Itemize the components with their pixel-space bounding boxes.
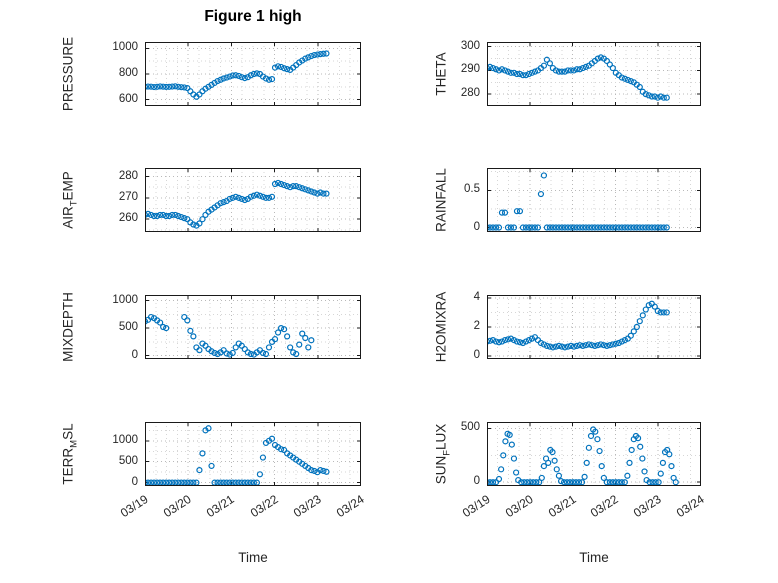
- y-tick-label: 270: [118, 190, 138, 203]
- ylabel-text: H2OMIXRA: [433, 291, 449, 363]
- x-tick-label: 03/22: [247, 492, 281, 521]
- y-tick-label: 500: [460, 421, 480, 434]
- y-tick-label: 260: [118, 212, 138, 225]
- y-axis-label-pressure: PRESSURE: [61, 37, 80, 111]
- y-tick-label: 500: [118, 321, 138, 334]
- y-axis-label-air-temp: AIRTEMP: [61, 171, 80, 229]
- y-tick-label: 800: [118, 67, 138, 79]
- y-axis-label-terr-msl: TERRMSL: [61, 423, 80, 484]
- y-tick-label: 300: [460, 39, 480, 52]
- y-tick-label: 4: [473, 290, 480, 303]
- y-tick-label: 280: [118, 169, 138, 182]
- ylabel-text: AIR: [60, 206, 76, 229]
- y-tick-label: 0: [473, 349, 480, 362]
- x-tick-label: 03/22: [588, 492, 622, 521]
- x-tick-label: 03/19: [459, 492, 493, 521]
- plot-sun-flux: [487, 422, 701, 486]
- y-tick-label: 280: [460, 87, 480, 100]
- ylabel-text: RAINFALL: [433, 168, 449, 232]
- ylabel-text: SUN: [433, 455, 449, 485]
- ylabel-text: MIXDEPTH: [60, 292, 76, 362]
- y-tick-label: 500: [118, 454, 138, 467]
- y-axis-label-mixdepth: MIXDEPTH: [61, 292, 80, 362]
- ylabel-text: SL: [60, 423, 76, 440]
- ylabel-text: EMP: [60, 171, 76, 201]
- ylabel-text: LUX: [433, 423, 449, 450]
- ylabel-sub: T: [68, 200, 80, 207]
- ylabel-text: THETA: [433, 52, 449, 96]
- plot-theta: [487, 42, 701, 106]
- plot-pressure: [145, 42, 361, 106]
- y-tick-label: 0: [131, 475, 138, 488]
- y-axis-label-h2omixra: H2OMIXRA: [434, 292, 453, 363]
- y-axis-label-sun-flux: SUNFLUX: [434, 424, 453, 485]
- ylabel-sub: F: [441, 449, 453, 456]
- plot-h2omixra: [487, 295, 701, 359]
- plot-rainfall: [487, 168, 701, 232]
- y-tick-label: 0: [131, 348, 138, 361]
- y-tick-label: 1000: [112, 41, 138, 54]
- x-tick-label: 03/23: [631, 492, 664, 521]
- x-tick-label: 03/24: [333, 492, 367, 521]
- y-axis-label-theta: THETA: [434, 52, 453, 95]
- y-tick-label: 0: [473, 220, 480, 233]
- y-tick-label: 1000: [112, 293, 138, 306]
- plot-terr-msl: [145, 422, 361, 486]
- y-axis-label-rainfall: RAINFALL: [434, 168, 453, 232]
- x-tick-label: 03/21: [545, 492, 579, 521]
- x-tick-label: 03/24: [673, 492, 707, 521]
- x-tick-label: 03/20: [161, 492, 194, 521]
- y-tick-label: 0.5: [464, 183, 480, 196]
- x-axis-label-left: Time: [238, 550, 268, 565]
- x-axis-label-right: Time: [579, 550, 609, 565]
- y-tick-label: 1000: [112, 433, 138, 446]
- y-tick-label: 290: [460, 63, 480, 76]
- plot-mixdepth: [145, 295, 361, 359]
- x-tick-label: 03/21: [204, 492, 238, 521]
- x-tick-label: 03/19: [117, 492, 151, 521]
- plot-air-temp: [145, 168, 361, 232]
- ylabel-sub: M: [68, 439, 80, 448]
- ylabel-text: PRESSURE: [60, 36, 76, 112]
- ylabel-text: TERR: [60, 447, 76, 485]
- y-tick-label: 600: [118, 92, 138, 105]
- x-tick-label: 03/20: [502, 492, 536, 521]
- figure-title: Figure 1 high: [204, 8, 302, 25]
- y-tick-label: 0: [473, 475, 480, 488]
- y-tick-label: 2: [473, 320, 480, 332]
- x-tick-label: 03/23: [290, 492, 324, 521]
